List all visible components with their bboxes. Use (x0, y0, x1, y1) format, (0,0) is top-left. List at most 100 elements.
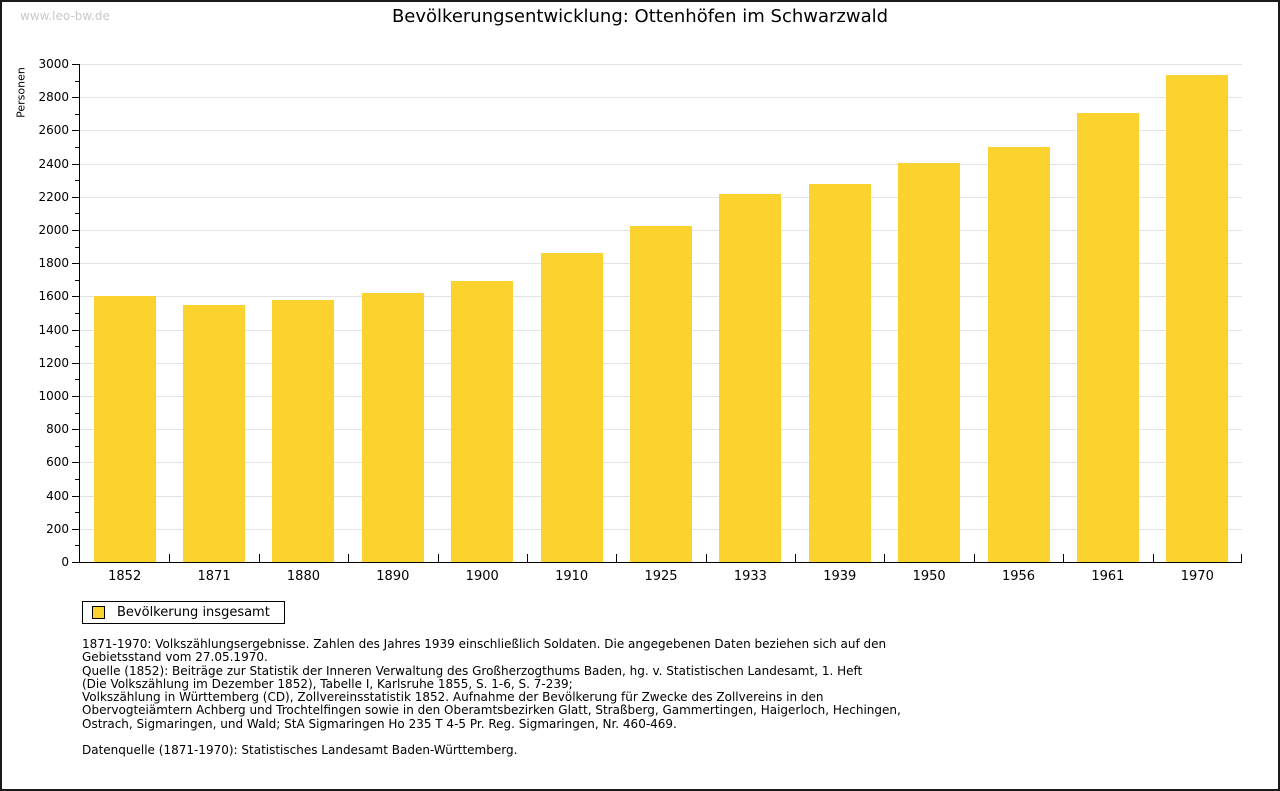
y-tick-major (72, 528, 79, 530)
x-tick-label: 1933 (733, 569, 767, 584)
x-boundary-tick (884, 554, 886, 562)
x-boundary-tick (705, 554, 707, 562)
footer-line: (Die Volkszählung im Dezember 1852), Tab… (82, 676, 573, 691)
y-tick-major (72, 296, 79, 298)
x-boundary-tick (348, 554, 350, 562)
y-tick-major (72, 230, 79, 231)
x-tick-label: 1890 (376, 569, 410, 584)
gridline (80, 97, 1242, 99)
x-tick-label: 1950 (912, 569, 946, 584)
y-tick-minor (75, 113, 79, 115)
y-tick-label: 0 (61, 555, 69, 569)
x-boundary-tick (973, 554, 975, 562)
y-axis-line (79, 64, 80, 562)
x-boundary-tick (795, 554, 797, 562)
y-tick-major (72, 396, 79, 397)
x-tick-label: 1961 (1091, 569, 1125, 584)
y-tick-minor (75, 279, 79, 281)
bar (540, 253, 603, 562)
footer-line: 1871-1970: Volkszählungsergebnisse. Zahl… (82, 637, 887, 651)
x-tick-label: 1925 (644, 569, 678, 584)
y-tick-major (72, 130, 79, 132)
x-tick-label: 1871 (197, 569, 231, 584)
y-tick-label: 2200 (38, 189, 69, 204)
x-boundary-tick (526, 554, 528, 562)
legend-label: Bevölkerung insgesamt (117, 605, 270, 620)
y-tick-minor (75, 445, 79, 447)
footer-line: Gebietsstand vom 27.05.1970. (82, 650, 268, 665)
legend: Bevölkerung insgesamt (82, 601, 285, 624)
x-boundary-tick (1241, 554, 1242, 562)
bar (183, 304, 246, 562)
x-tick-label: 1939 (823, 569, 857, 584)
x-boundary-tick (1063, 554, 1065, 562)
x-axis-line (79, 562, 1242, 563)
y-tick-minor (75, 346, 79, 348)
y-tick-label: 800 (46, 422, 69, 437)
x-tick-label: 1852 (108, 569, 142, 584)
y-tick-major (72, 196, 79, 198)
y-tick-label: 2000 (38, 223, 69, 237)
y-tick-major (72, 362, 79, 364)
y-tick-major (72, 64, 79, 65)
y-tick-label: 3000 (38, 57, 69, 71)
y-tick-label: 400 (46, 488, 69, 503)
x-boundary-tick (258, 554, 260, 562)
bar (451, 281, 514, 562)
y-tick-label: 200 (46, 521, 69, 536)
x-tick-label: 1970 (1180, 569, 1214, 584)
datasource-note: Datenquelle (1871-1970): Statistisches L… (82, 743, 518, 757)
bar (987, 147, 1050, 562)
y-tick-minor (75, 180, 79, 182)
y-tick-major (72, 263, 79, 265)
y-tick-label: 600 (46, 455, 69, 470)
y-tick-major (72, 495, 79, 497)
footer-line: Volkszählung in Württemberg (CD), Zollve… (82, 690, 824, 705)
plot-area: 0 200 400 600 800 1000 1200 1400 1600 1800 2000 220… (38, 58, 1242, 584)
x-tick-label: 1880 (286, 569, 320, 584)
gridline (80, 64, 1242, 65)
y-tick-label: 2400 (38, 156, 69, 171)
x-boundary-tick (437, 554, 439, 562)
bar (898, 162, 961, 562)
y-tick-major (72, 329, 79, 331)
bar (1166, 74, 1229, 562)
y-tick-minor (75, 479, 79, 480)
y-tick-minor (75, 313, 79, 314)
y-tick-label: 2800 (38, 90, 69, 105)
x-tick-label: 1900 (465, 569, 499, 584)
bar (93, 296, 156, 562)
bar (1076, 112, 1139, 562)
footer-line: Ostrach, Sigmaringen, und Wald; StA Sigm… (82, 716, 677, 731)
y-tick-major (72, 462, 79, 464)
x-boundary-tick (616, 554, 618, 562)
y-tick-minor (75, 412, 79, 414)
y-tick-label: 1200 (38, 355, 69, 370)
y-tick-label: 1800 (38, 256, 69, 271)
y-tick-major (72, 163, 79, 165)
legend-swatch-icon (92, 606, 105, 619)
gridline (80, 196, 1242, 198)
y-tick-major (72, 562, 79, 563)
gridline (80, 163, 1242, 165)
y-tick-minor (75, 545, 79, 547)
y-tick-label: 1600 (38, 289, 69, 304)
footer-line: Quelle (1852): Beiträge zur Statistik de… (82, 663, 863, 678)
x-boundary-tick (169, 554, 171, 562)
x-tick-label: 1956 (1001, 569, 1036, 584)
chart-title: Bevölkerungsentwicklung: Ottenhöfen im S… (391, 6, 889, 27)
y-tick-major (72, 97, 79, 99)
y-tick-minor (75, 379, 79, 381)
y-tick-minor (75, 80, 79, 82)
y-tick-label: 1400 (38, 322, 69, 337)
y-tick-minor (75, 213, 79, 215)
bar (808, 184, 871, 562)
y-tick-label: 2600 (38, 123, 69, 138)
y-tick-minor (75, 147, 79, 148)
bar (719, 194, 782, 562)
x-boundary-tick (1152, 554, 1154, 562)
y-tick-minor (75, 246, 79, 248)
footer-line: Obervogteiämtern Achberg und Trochtelfin… (82, 703, 901, 718)
y-tick-minor (75, 512, 79, 514)
